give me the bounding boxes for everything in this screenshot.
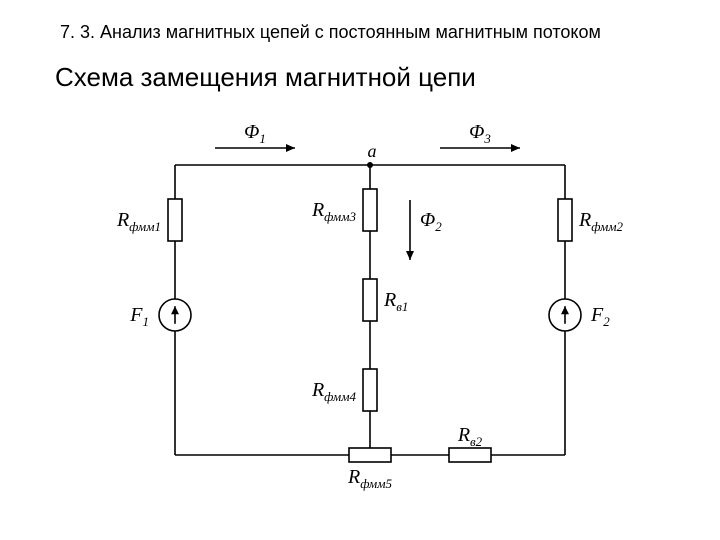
- svg-text:Rфмм1: Rфмм1: [116, 209, 161, 234]
- circuit-diagram: a Φ1 Φ3 Φ2 Rфмм1 Rфмм2 Rфмм3 Rв1 Rфмм4 Rв2 Rфмм5 F1…: [0, 0, 720, 540]
- svg-text:Rв1: Rв1: [383, 289, 408, 314]
- svg-text:Rфмм4: Rфмм4: [311, 379, 357, 404]
- svg-text:Φ1: Φ1: [244, 121, 266, 146]
- svg-text:Rфмм2: Rфмм2: [578, 209, 624, 234]
- svg-text:a: a: [368, 141, 377, 161]
- svg-text:Φ3: Φ3: [469, 121, 491, 146]
- page: { "header": { "section": "7. 3. Анализ м…: [0, 0, 720, 540]
- svg-text:Rв2: Rв2: [457, 424, 483, 449]
- svg-text:Φ2: Φ2: [420, 209, 442, 234]
- svg-text:F2: F2: [590, 304, 610, 329]
- svg-text:Rфмм3: Rфмм3: [311, 199, 357, 224]
- svg-text:Rфмм5: Rфмм5: [347, 466, 393, 491]
- svg-text:F1: F1: [129, 304, 149, 329]
